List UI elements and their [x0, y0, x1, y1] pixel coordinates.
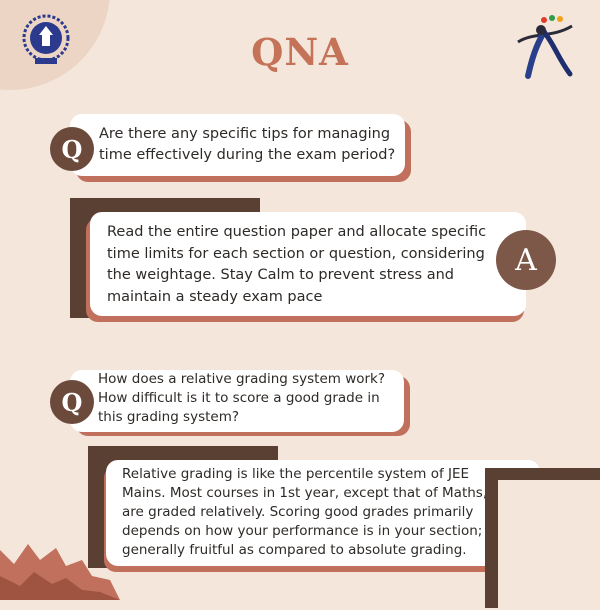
decorative-pattern — [0, 544, 120, 600]
question-card: Are there any specific tips for managing… — [70, 114, 405, 176]
brand-logo — [517, 15, 573, 79]
question-text: Are there any specific tips for managing — [99, 126, 391, 142]
institute-logo — [22, 14, 70, 64]
question-card: How does a relative grading system work?… — [70, 370, 404, 432]
question-text: this grading system? — [98, 409, 240, 425]
question-text: time effectively during the exam period? — [99, 147, 396, 163]
answer-text: maintain a steady exam pace — [107, 288, 323, 305]
corner-decoration-inner — [498, 480, 600, 610]
answer-text: depends on how your performance is in yo… — [122, 523, 511, 539]
answer-text: generally fruitful as compared to absolu… — [122, 542, 467, 558]
question-badge: Q — [50, 127, 94, 171]
question-text: How does a relative grading system work? — [98, 371, 386, 387]
answer-text: Mains. Most courses in 1st year, except … — [122, 485, 488, 501]
answer-text: Relative grading is like the percentile … — [122, 466, 470, 482]
answer-badge: A — [496, 230, 556, 290]
answer-text: are graded relatively. Scoring good grad… — [122, 504, 474, 520]
question-badge: Q — [50, 380, 94, 424]
answer-card: Read the entire question paper and alloc… — [90, 212, 526, 316]
page-title: QNA — [251, 30, 349, 74]
answer-text: Read the entire question paper and alloc… — [107, 224, 487, 240]
answer-text: the weightage. Stay Calm to prevent stre… — [107, 267, 454, 283]
answer-card: Relative grading is like the percentile … — [106, 460, 540, 566]
answer-text: time limits for each section or question… — [107, 245, 485, 262]
question-text: How difficult is it to score a good grad… — [98, 390, 380, 406]
